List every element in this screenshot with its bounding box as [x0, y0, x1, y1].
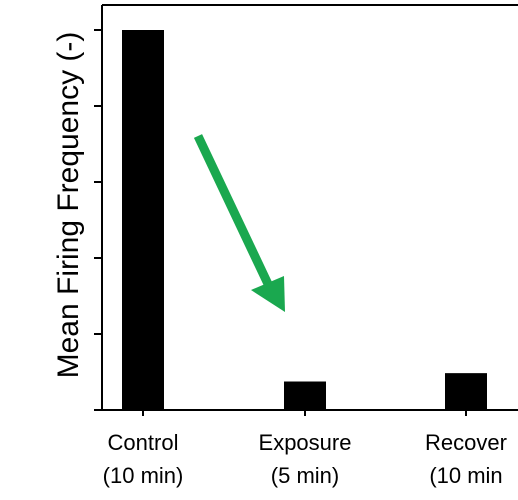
bar-1: [284, 381, 326, 410]
x-tick-labels-group: Control (10 min) Exposure (5 min) Recover (10…: [103, 430, 507, 488]
decrease-arrow: [193, 134, 285, 312]
x-tick-label-1-line2: (5 min): [271, 463, 339, 488]
x-tick-label-1-line1: Exposure: [259, 430, 352, 455]
arrow-shaft: [193, 134, 273, 286]
bars-group: [122, 30, 487, 410]
x-tick-label-0-line2: (10 min): [103, 463, 184, 488]
y-axis-title: Mean Firing Frequency (-): [52, 32, 85, 379]
bar-2: [445, 373, 487, 410]
arrow-head: [251, 276, 285, 312]
x-tick-label-2-line1: Recover: [425, 430, 507, 455]
x-tick-label-0-line1: Control: [108, 430, 179, 455]
x-tick-label-2-line2: (10 min: [429, 463, 502, 488]
bar-0: [122, 30, 164, 410]
